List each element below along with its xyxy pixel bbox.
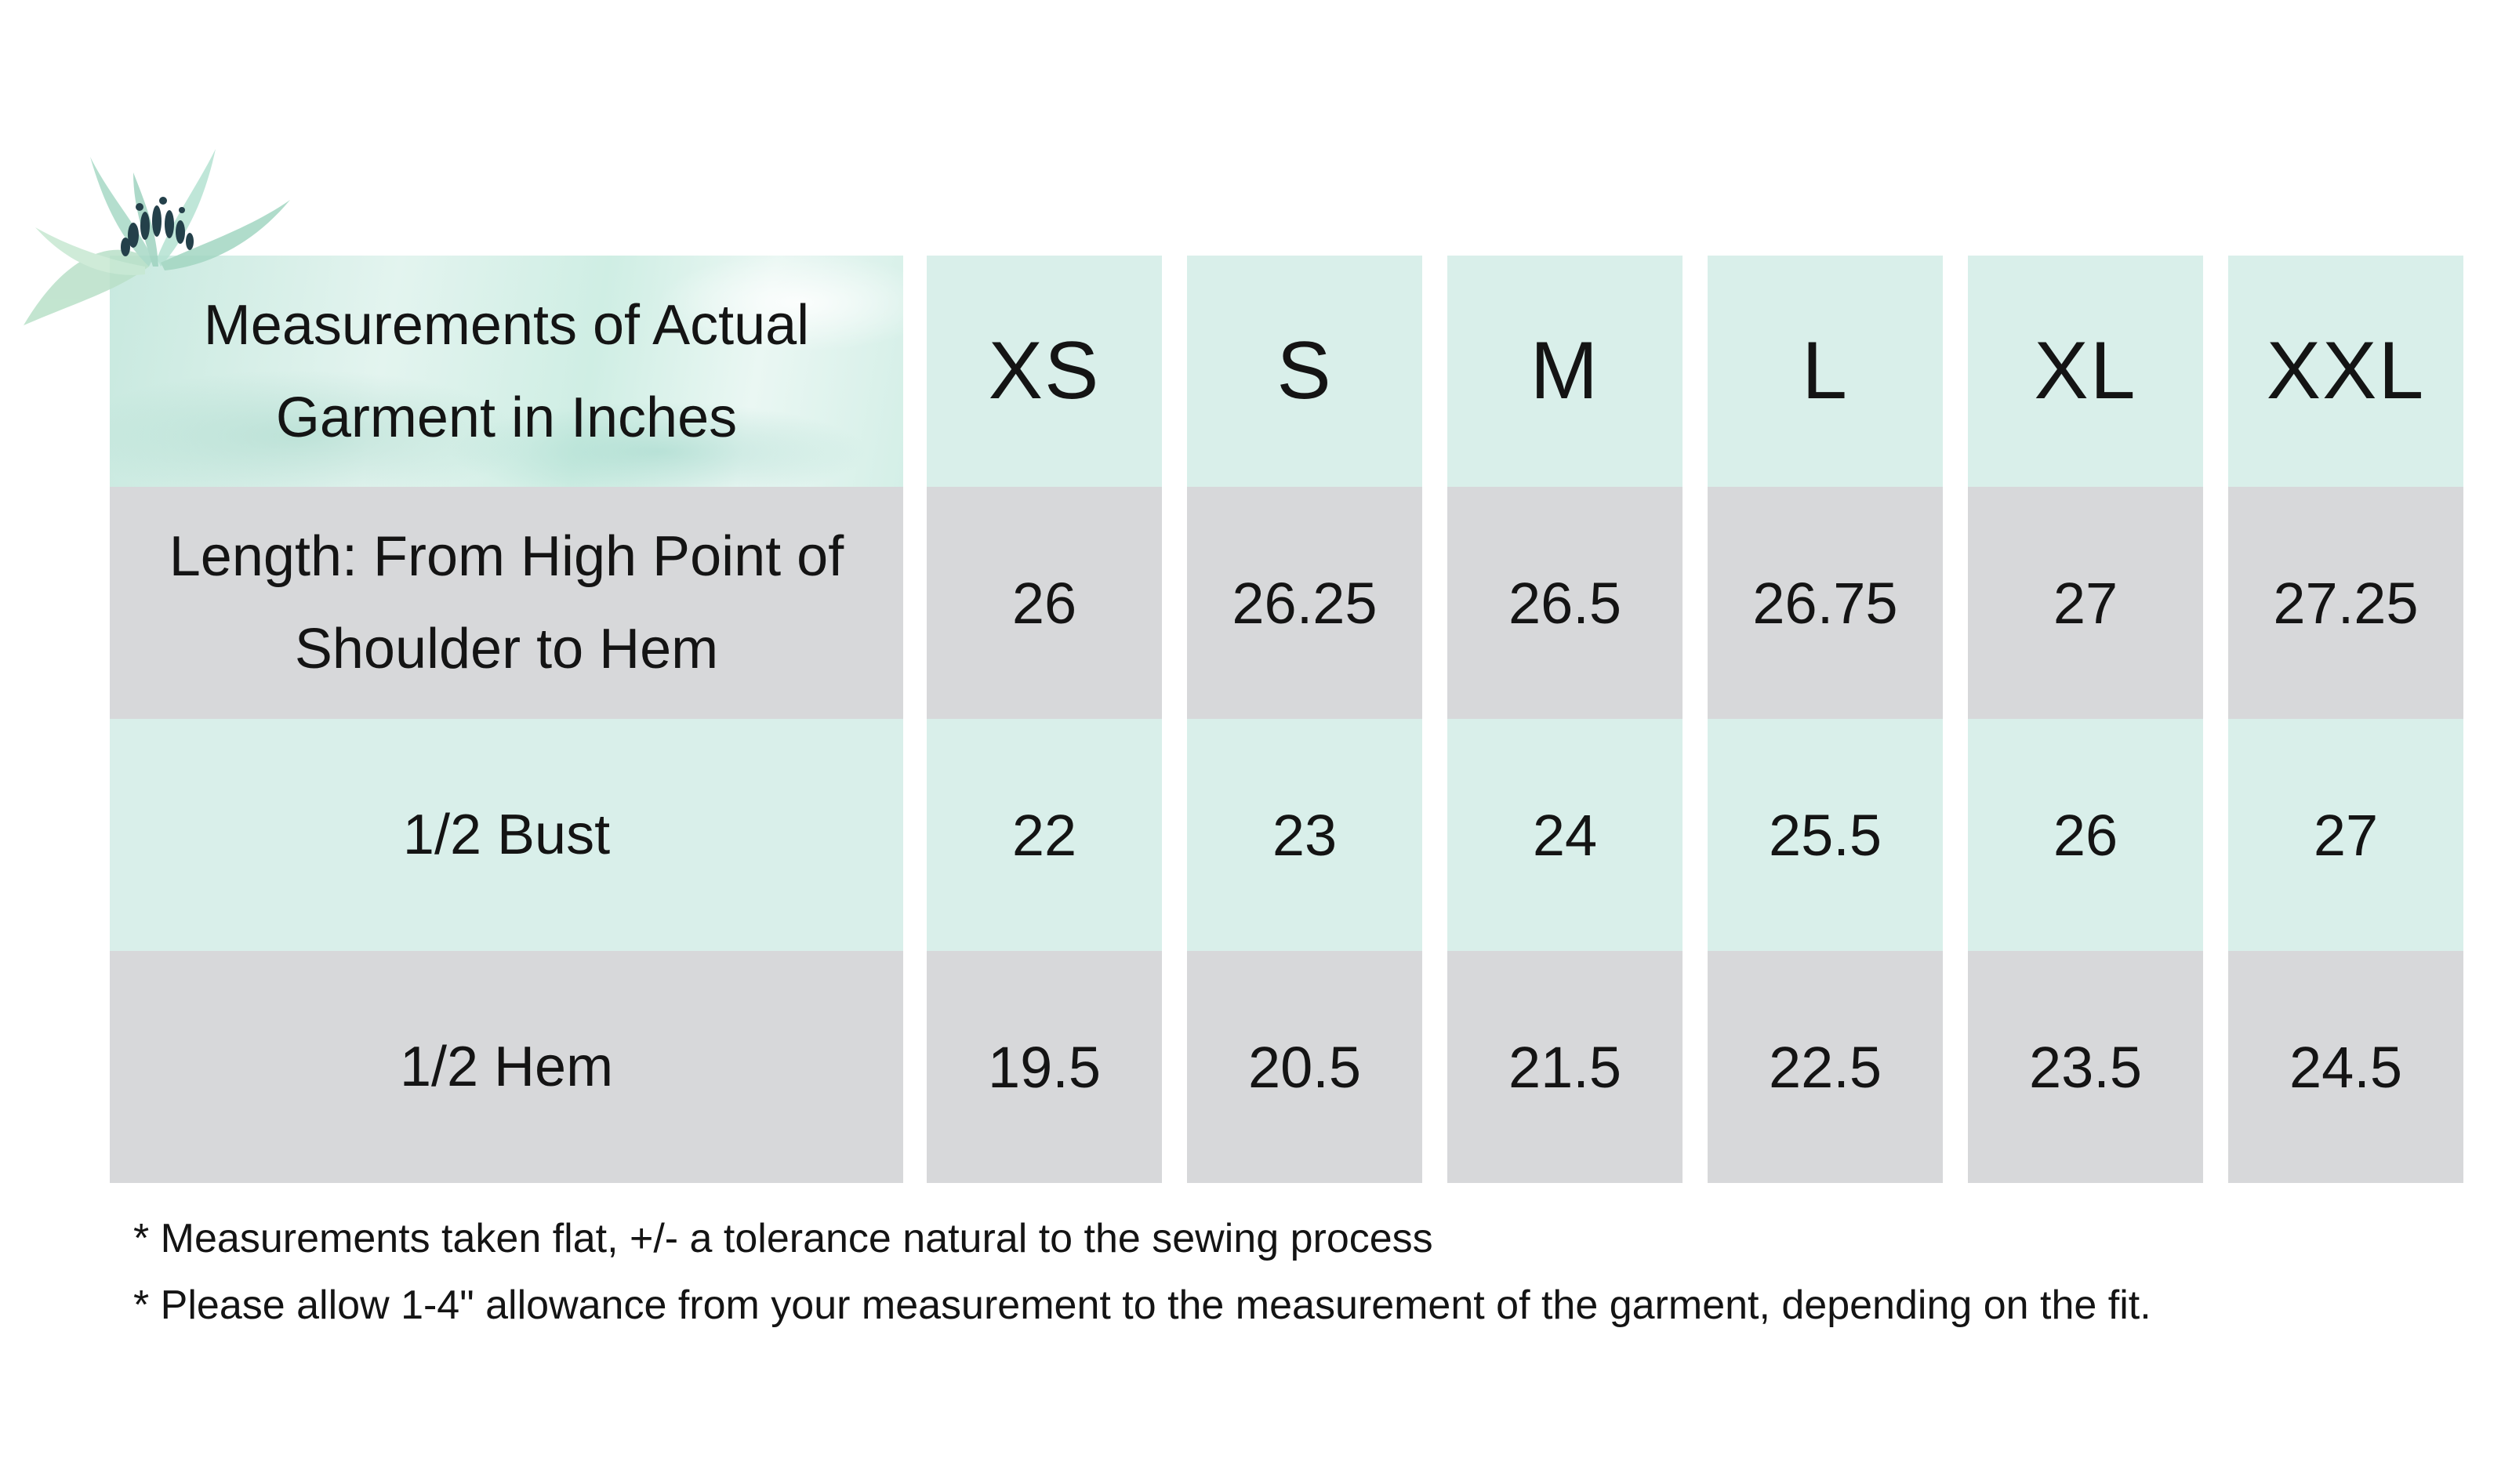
table-cell: 26.5 — [1447, 487, 1683, 719]
size-header-xs: XS — [927, 256, 1162, 487]
cell-value: 24.5 — [2289, 1034, 2403, 1100]
table-cell: 27 — [1968, 487, 2203, 719]
size-header-l: L — [1708, 256, 1943, 487]
size-header-xxl: XXL — [2228, 256, 2463, 487]
header-label: Measurements of Actual Garment in Inches — [203, 293, 810, 449]
table-cell: 27 — [2228, 719, 2463, 951]
table-cell: 22 — [927, 719, 1162, 951]
row-label-cell-bust: 1/2 Bust — [110, 719, 903, 951]
watercolor-flower-icon — [24, 149, 290, 325]
size-label: XS — [988, 325, 1101, 416]
row-label: 1/2 Bust — [402, 804, 611, 866]
row-label: Length: From High Point of Shoulder to H… — [169, 525, 844, 680]
cell-value: 19.5 — [987, 1034, 1102, 1100]
cell-value: 21.5 — [1508, 1034, 1622, 1100]
row-label-cell-hem: 1/2 Hem — [110, 951, 903, 1183]
cell-value: 26.5 — [1508, 570, 1622, 636]
size-header-xl: XL — [1968, 256, 2203, 487]
cell-value: 27 — [2053, 570, 2118, 636]
table-cell: 23 — [1187, 719, 1422, 951]
cell-value: 23.5 — [2028, 1034, 2143, 1100]
size-header-m: M — [1447, 256, 1683, 487]
table-cell: 21.5 — [1447, 951, 1683, 1183]
table-cell: 24 — [1447, 719, 1683, 951]
cell-value: 25.5 — [1768, 802, 1882, 868]
cell-value: 26 — [2053, 802, 2118, 868]
size-header-s: S — [1187, 256, 1422, 487]
size-label: L — [1802, 325, 1849, 416]
cell-value: 26 — [1011, 570, 1077, 636]
table-cell: 26 — [927, 487, 1162, 719]
size-label: XXL — [2266, 325, 2426, 416]
row-label-cell-length: Length: From High Point of Shoulder to H… — [110, 487, 903, 719]
note-flat-measurement: * Measurements taken flat, +/- a toleran… — [133, 1216, 1433, 1261]
table-cell: 24.5 — [2228, 951, 2463, 1183]
table-cell: 25.5 — [1708, 719, 1943, 951]
table-cell: 27.25 — [2228, 487, 2463, 719]
table-cell: 23.5 — [1968, 951, 2203, 1183]
table-cell: 26.75 — [1708, 487, 1943, 719]
size-label: M — [1530, 325, 1600, 416]
table-cell: 26 — [1968, 719, 2203, 951]
note-allowance: * Please allow 1-4" allowance from your … — [133, 1283, 2151, 1328]
cell-value: 22.5 — [1768, 1034, 1882, 1100]
cell-value: 26.25 — [1232, 570, 1378, 636]
cell-value: 26.75 — [1752, 570, 1898, 636]
cell-value: 22 — [1011, 802, 1077, 868]
row-label: 1/2 Hem — [399, 1036, 614, 1098]
header-label-cell: Measurements of Actual Garment in Inches — [110, 256, 903, 487]
table-cell: 19.5 — [927, 951, 1162, 1183]
table-cell: 22.5 — [1708, 951, 1943, 1183]
cell-value: 27.25 — [2273, 570, 2419, 636]
size-label: XL — [2034, 325, 2137, 416]
cell-value: 24 — [1532, 802, 1598, 868]
table-cell: 20.5 — [1187, 951, 1422, 1183]
size-label: S — [1276, 325, 1333, 416]
cell-value: 20.5 — [1247, 1034, 1362, 1100]
cell-value: 23 — [1272, 802, 1338, 868]
cell-value: 27 — [2313, 802, 2379, 868]
table-cell: 26.25 — [1187, 487, 1422, 719]
